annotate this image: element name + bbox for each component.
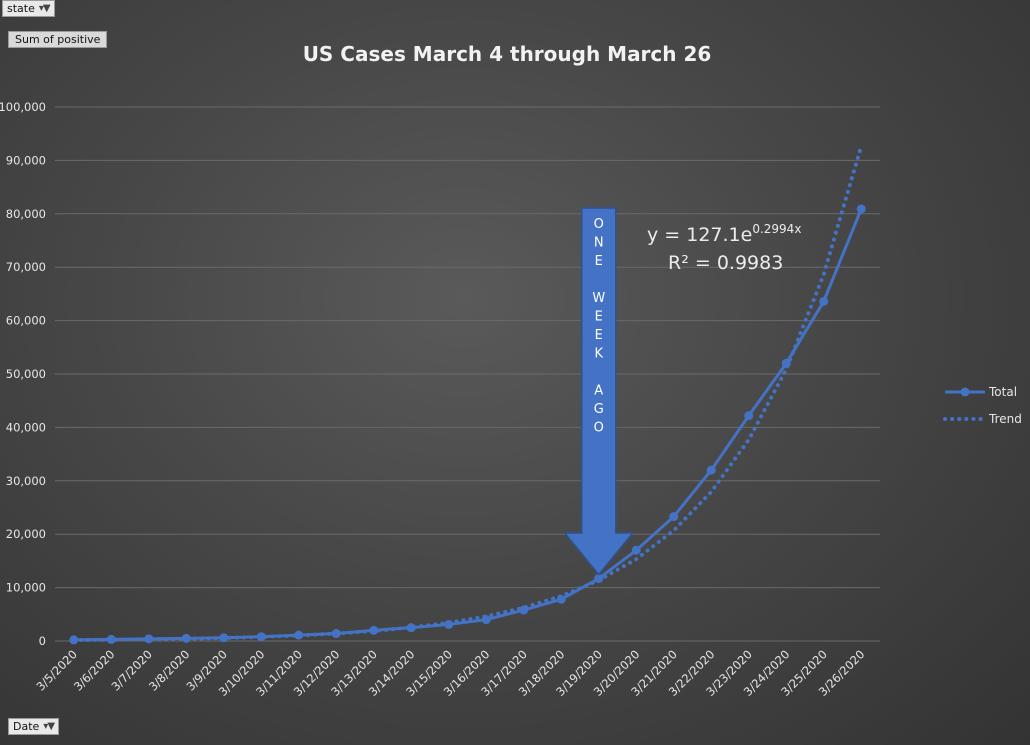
legend-total-marker: [960, 387, 970, 397]
equation-base: y = 127.1e: [647, 224, 752, 246]
arrow-letter: E: [595, 310, 603, 325]
series-total-point: [219, 633, 229, 643]
arrow-letter: W: [592, 291, 605, 306]
series-total-point: [781, 358, 791, 368]
y-tick-label: 0: [39, 634, 46, 648]
series-total-point: [481, 615, 491, 625]
gridlines: [55, 106, 880, 642]
y-tick-label: 40,000: [6, 420, 46, 434]
filter-dropdown-icon: ▾▼: [43, 721, 55, 732]
date-filter-button[interactable]: Date ▾▼: [8, 718, 60, 735]
series-total-point: [594, 574, 604, 584]
series-total-point: [856, 204, 866, 214]
y-tick-label: 50,000: [6, 367, 46, 381]
series-total-point: [669, 512, 679, 522]
y-tick-label: 20,000: [6, 527, 46, 541]
series-total-point: [406, 623, 416, 633]
series-total-point: [144, 634, 154, 644]
arrow-down-icon: [563, 207, 635, 576]
series-total-point: [181, 633, 191, 643]
x-axis: 3/5/20203/6/20203/7/20203/8/20203/9/2020…: [33, 647, 867, 699]
series-total-point: [106, 634, 116, 644]
y-tick-label: 60,000: [6, 314, 46, 328]
series-total-point: [69, 635, 79, 645]
y-tick-label: 90,000: [6, 153, 46, 167]
series-total-point: [819, 296, 829, 306]
y-tick-label: 70,000: [6, 260, 46, 274]
series-total-point: [331, 629, 341, 639]
series-total-point: [294, 630, 304, 640]
arrow-letter: G: [594, 402, 604, 417]
series-total-line: [73, 208, 863, 642]
values-field-button[interactable]: Sum of positive: [8, 31, 108, 48]
series-total-point: [256, 632, 266, 642]
state-filter-label: state: [7, 2, 35, 15]
filter-dropdown-icon: ▾▼: [38, 3, 51, 14]
y-tick-label: 80,000: [6, 207, 46, 221]
r-squared-text: R² = 0.9983: [668, 252, 783, 274]
y-tick-label: 10,000: [6, 581, 46, 595]
series-total-point: [556, 594, 566, 604]
plot-area: [69, 144, 866, 645]
series-total-point: [631, 545, 641, 555]
y-axis: 0 10,000 20,000 30,000 40,000 50,000 60,000 70,…: [0, 100, 46, 648]
arrow-letter: N: [594, 236, 604, 251]
y-tick-label: 30,000: [6, 474, 46, 488]
date-filter-label: Date: [13, 720, 40, 733]
legend-total-label: Total: [988, 385, 1017, 399]
equation-text: y = 127.1e0.2994x: [647, 222, 801, 246]
series-total-point: [369, 625, 379, 635]
arrow-letter: O: [594, 421, 604, 436]
arrow-letter: K: [594, 347, 603, 362]
series-total-point: [519, 605, 529, 615]
equation-exponent: 0.2994x: [752, 222, 801, 236]
trendline-equation: y = 127.1e0.2994x R² = 0.9983: [647, 222, 801, 274]
state-filter-button[interactable]: state ▾▼: [2, 0, 55, 17]
arrow-letter: O: [594, 217, 604, 232]
arrow-letter: E: [595, 328, 603, 343]
series-total-point: [706, 465, 716, 475]
legend-trend-label: Trend: [988, 412, 1022, 426]
series-trend-line: [71, 144, 864, 643]
series-total-point: [744, 411, 754, 421]
y-tick-label: 100,000: [0, 100, 46, 114]
arrow-letter: A: [594, 384, 603, 399]
series-total-point: [444, 619, 454, 629]
arrow-letter: E: [595, 254, 603, 269]
legend: Total Trend: [943, 385, 1022, 426]
chart-title: US Cases March 4 through March 26: [303, 42, 712, 66]
